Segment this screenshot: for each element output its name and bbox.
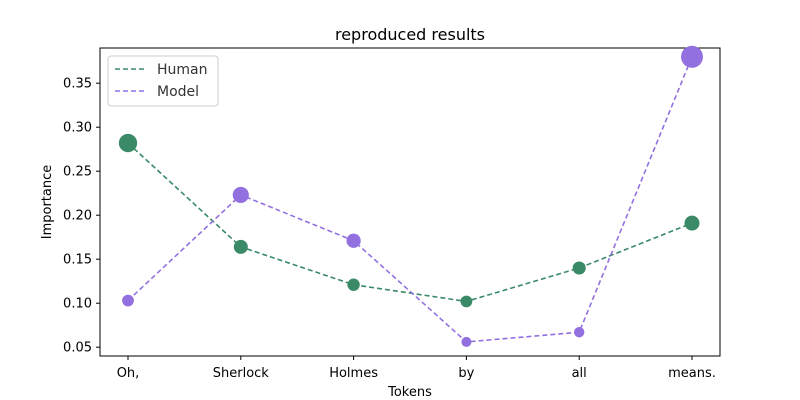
data-point-model — [346, 233, 361, 248]
series-layer — [118, 45, 703, 347]
series-human — [118, 133, 700, 308]
chart-title: reproduced results — [335, 25, 485, 44]
data-point-model — [573, 327, 585, 338]
x-tick-label: Sherlock — [213, 366, 270, 381]
series-line-model — [127, 56, 693, 343]
y-tick-label: 0.35 — [63, 77, 92, 92]
data-point-model — [232, 186, 249, 204]
x-tick-label: by — [458, 366, 474, 381]
y-tick-label: 0.05 — [63, 341, 92, 356]
x-axis-label: Tokens — [387, 385, 432, 400]
data-point-human — [118, 133, 138, 153]
data-point-human — [233, 239, 248, 254]
plot-area — [99, 47, 721, 357]
y-tick-label: 0.20 — [63, 209, 92, 224]
x-tick-label: Oh, — [117, 366, 140, 381]
y-tick-label: 0.15 — [63, 253, 92, 268]
x-tick-label: means. — [668, 366, 716, 381]
y-tick-label: 0.10 — [63, 297, 92, 312]
y-axis-label: Importance — [40, 165, 55, 240]
data-point-model — [122, 294, 134, 307]
legend: Human Model — [107, 55, 219, 107]
x-tick-label: Holmes — [329, 366, 378, 381]
x-axis: Oh, Sherlock Holmes by all means. — [117, 356, 716, 381]
data-point-human — [460, 295, 473, 308]
y-tick-label: 0.30 — [63, 121, 92, 136]
data-point-model — [681, 45, 703, 68]
x-tick-label: all — [572, 366, 587, 381]
series-line-human — [127, 142, 693, 303]
legend-label-model: Model — [157, 84, 199, 100]
y-axis: 0.05 0.10 0.15 0.20 0.25 0.30 0.35 — [63, 77, 100, 356]
data-point-model — [461, 336, 472, 347]
legend-label-human: Human — [157, 62, 208, 78]
data-point-human — [684, 215, 700, 231]
data-point-human — [347, 278, 360, 291]
data-point-human — [572, 261, 586, 275]
y-tick-label: 0.25 — [63, 165, 92, 180]
series-model — [122, 45, 703, 347]
